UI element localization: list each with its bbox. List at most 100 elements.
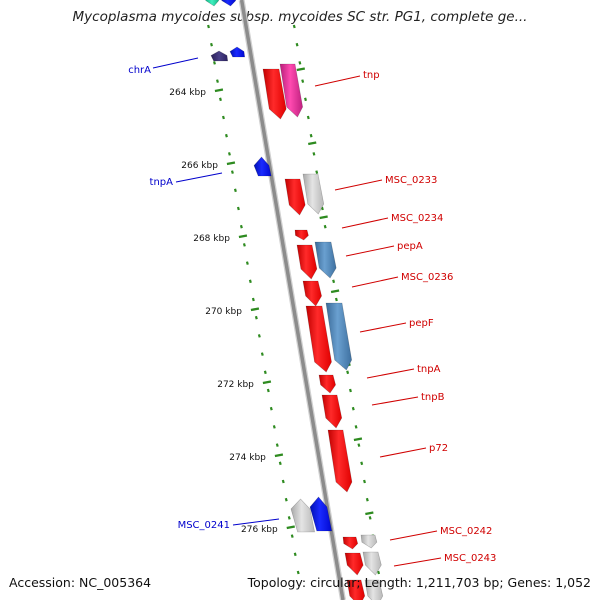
- gene-arrow: [327, 429, 353, 493]
- tick-mark-left: [272, 425, 276, 429]
- gene-arrow: [342, 536, 359, 550]
- tick-mark-major: [250, 307, 260, 312]
- leader-line: [232, 518, 280, 526]
- tick-mark-right: [368, 516, 372, 520]
- tick-mark-right: [377, 570, 381, 575]
- tick-mark-major: [319, 215, 328, 220]
- tick-mark-right: [304, 97, 307, 102]
- gene-arrow: [346, 579, 366, 600]
- leader-line: [334, 179, 383, 191]
- gene-arrow: [253, 156, 272, 177]
- tick-mark-major: [296, 67, 306, 72]
- tick-mark-left: [230, 170, 234, 174]
- gene-arrow: [279, 63, 303, 118]
- gene-label-forward: tnp: [363, 70, 380, 81]
- map-title: Mycoplasma mycoides subsp. mycoides SC s…: [72, 9, 528, 25]
- gene-arrow: [284, 178, 306, 216]
- tick-mark-left: [290, 534, 294, 538]
- tick-mark-right: [357, 443, 361, 447]
- tick-mark-left: [275, 443, 279, 447]
- gene-label-reverse: chrA: [128, 65, 151, 76]
- gene-arrow: [205, 0, 220, 7]
- gene-arrow: [325, 302, 352, 371]
- gene-label-forward: MSC_0242: [440, 526, 492, 537]
- tick-mark-right: [360, 461, 364, 466]
- gene-label-forward: p72: [429, 443, 448, 454]
- leader-line: [341, 217, 389, 229]
- leader-line: [366, 368, 415, 379]
- tick-mark-right: [301, 79, 305, 83]
- scale-label: 276 kbp: [241, 525, 278, 535]
- leader-line: [351, 276, 399, 288]
- tick-mark-left: [236, 206, 240, 211]
- gene-label-forward: pepA: [397, 241, 423, 252]
- gene-arrow: [305, 305, 332, 373]
- tick-mark-major: [262, 380, 272, 385]
- tick-mark-major: [214, 88, 224, 93]
- scale-label: 264 kbp: [169, 88, 206, 98]
- tick-mark-right: [354, 425, 358, 429]
- gene-arrow: [344, 552, 364, 576]
- tick-mark-major: [274, 453, 284, 458]
- scale-label: 272 kbp: [217, 380, 254, 390]
- tick-mark-left: [221, 115, 225, 120]
- leader-line: [152, 57, 199, 69]
- tick-mark-left: [269, 406, 273, 411]
- tick-mark-left: [278, 461, 282, 466]
- gene-label-forward: tnpA: [417, 364, 441, 375]
- tick-mark-major: [330, 289, 340, 294]
- tick-mark-right: [346, 370, 350, 375]
- leader-line: [314, 75, 361, 87]
- tick-mark-left: [216, 79, 219, 83]
- gene-label-forward: pepF: [409, 318, 434, 329]
- tick-mark-left: [210, 42, 213, 47]
- leader-line: [371, 396, 419, 406]
- accession-text: Accession: NC_005364: [9, 575, 152, 590]
- tick-mark-right: [298, 61, 302, 65]
- leader-line: [359, 322, 407, 333]
- tick-mark-left: [224, 133, 228, 138]
- gene-arrow: [302, 173, 325, 215]
- genome-backbone: [238, 0, 346, 600]
- gene-arrow: [290, 498, 315, 533]
- tick-mark-right: [363, 479, 366, 484]
- tick-mark-major: [353, 437, 363, 442]
- tick-mark-left: [281, 479, 285, 484]
- gene-arrow: [362, 551, 382, 576]
- gene-arrow: [364, 579, 384, 600]
- tick-mark-major: [286, 525, 295, 530]
- tick-mark-left: [284, 497, 288, 502]
- tick-mark-left: [213, 61, 216, 65]
- gene-arrow: [314, 241, 337, 279]
- gene-label-forward: tnpB: [421, 392, 445, 403]
- tick-mark-right: [365, 497, 369, 502]
- tick-mark-left: [245, 261, 249, 265]
- gene-arrow: [360, 534, 378, 549]
- gene-arrow: [221, 0, 237, 7]
- tick-mark-left: [296, 570, 300, 575]
- gene-label-forward: MSC_0234: [391, 213, 443, 224]
- tick-mark-left: [287, 516, 291, 520]
- label-leaders: [152, 57, 442, 567]
- leader-line: [175, 172, 223, 183]
- tick-mark-left: [219, 97, 222, 102]
- tick-mark-left: [227, 152, 231, 156]
- gene-label-reverse: tnpA: [150, 177, 174, 188]
- tick-mark-right: [309, 133, 313, 138]
- gene-label-forward: MSC_0236: [401, 272, 453, 283]
- tick-mark-left: [257, 334, 261, 338]
- tick-mark-left: [251, 297, 255, 302]
- leader-line: [389, 530, 438, 541]
- tick-mark-major: [308, 141, 317, 146]
- tick-mark-right: [351, 406, 355, 411]
- scale-label: 270 kbp: [205, 307, 242, 317]
- tick-mark-left: [239, 224, 243, 229]
- tick-mark-right: [312, 152, 316, 156]
- tick-mark-right: [320, 206, 324, 211]
- tick-mark-left: [266, 388, 270, 393]
- gene-labels: tnp MSC_0233 MSC_0234 pepA MSC_0236 pepF tnpA t…: [128, 65, 496, 564]
- tick-mark-left: [242, 243, 246, 247]
- scale-label: 268 kbp: [193, 234, 230, 244]
- gene-label-forward: MSC_0233: [385, 175, 437, 186]
